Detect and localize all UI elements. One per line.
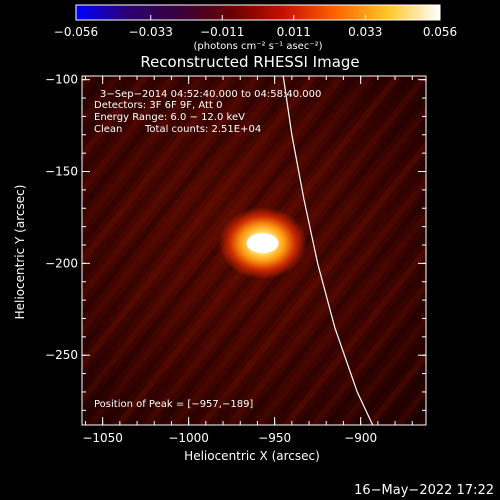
- heatmap-stripe: [198, 140, 426, 425]
- annotation-energy-range: Energy Range: 6.0 − 12.0 keV: [94, 112, 245, 123]
- peak-core: [246, 233, 279, 254]
- heatmap-stripe: [82, 76, 290, 336]
- heatmap-stripe: [0, 0, 296, 475]
- y-axis-ticks: −100 −150 −200 −250: [45, 73, 426, 411]
- heatmap-stripe: [338, 315, 426, 425]
- y-axis-title: Heliocentric Y (arcsec): [13, 185, 27, 320]
- x-axis-title: Heliocentric X (arcsec): [184, 449, 320, 463]
- colorbar-tick-label: 0.056: [423, 25, 457, 39]
- x-tick-label: −900: [344, 431, 377, 445]
- colorbar-tick-label: −0.033: [129, 25, 173, 39]
- heatmap-stripe: [82, 76, 262, 301]
- colorbar: [75, 4, 441, 21]
- heatmap-stripe: [0, 0, 380, 475]
- heatmap-stripe: [254, 210, 426, 425]
- annotation-peak-position: Position of Peak = [−957,−189]: [94, 399, 253, 410]
- heatmap-stripe: [226, 175, 426, 425]
- y-tick-label: −150: [45, 165, 78, 179]
- heatmap-stripe: [184, 123, 426, 425]
- x-axis-ticks: −1050 −1000 −950 −900: [82, 76, 413, 445]
- annotation-total-counts: Total counts: 2.51E+04: [144, 124, 261, 135]
- x-tick-label: −1050: [82, 431, 123, 445]
- footer-timestamp: 16−May−2022 17:22: [354, 483, 494, 498]
- heatmap-stripe: [0, 0, 2, 475]
- heatmap-stripe: [142, 76, 426, 425]
- colorbar-tick-label: −0.011: [200, 25, 244, 39]
- x-tick-label: −1000: [168, 431, 209, 445]
- heatmap-stripe: [212, 158, 426, 425]
- peak-source: [218, 207, 307, 280]
- y-tick-label: −200: [45, 256, 78, 270]
- heatmap-stripe: [310, 280, 426, 425]
- heatmap-stripe: [352, 332, 426, 425]
- heatmap-image: [0, 0, 500, 475]
- heatmap-stripe: [82, 76, 318, 371]
- solar-limb-curve: [282, 76, 374, 425]
- heatmap-stripe: [366, 350, 426, 425]
- heatmap-stripe: [82, 76, 332, 388]
- heatmap-stripe: [240, 193, 426, 425]
- heatmap-stripe: [170, 105, 426, 425]
- heatmap-stripe: [0, 0, 352, 475]
- heatmap-stripe: [282, 245, 426, 425]
- plot-frame: [81, 75, 427, 426]
- heatmap-stripe: [82, 76, 346, 405]
- colorbar-tick-label: −0.056: [54, 25, 98, 39]
- annotation-detectors: Detectors: 3F 6F 9F, Att 0: [94, 100, 222, 111]
- heatmap-stripe: [0, 0, 58, 475]
- heatmap-stripe: [428, 0, 500, 475]
- heatmap-stripe: [414, 0, 500, 475]
- x-tick-label: −950: [258, 431, 291, 445]
- colorbar-unit-label: (photons cm⁻² s⁻¹ asec⁻²): [193, 41, 322, 52]
- heatmap-stripe: [324, 298, 426, 425]
- heatmap-stripe: [82, 76, 234, 266]
- colorbar-tick-label: 0.011: [277, 25, 311, 39]
- y-tick-label: −250: [45, 348, 78, 362]
- heatmap-stripe: [156, 88, 426, 425]
- chart-title: Reconstructed RHESSI Image: [140, 53, 359, 71]
- colorbar-ticks: −0.056 −0.033 −0.011 0.011 0.033 0.056: [54, 15, 457, 39]
- annotation-algorithm: Clean: [94, 124, 122, 135]
- heatmap-stripe: [380, 367, 426, 425]
- annotation-time-range: 3−Sep−2014 04:52:40.000 to 04:58:40.000: [100, 89, 321, 100]
- heatmap-stripe: [296, 263, 426, 425]
- heatmap-stripe: [0, 0, 324, 475]
- y-tick-label: −100: [45, 73, 78, 87]
- colorbar-tick-label: 0.033: [348, 25, 382, 39]
- heatmap-stripe: [0, 0, 72, 475]
- heatmap-stripe: [268, 228, 426, 425]
